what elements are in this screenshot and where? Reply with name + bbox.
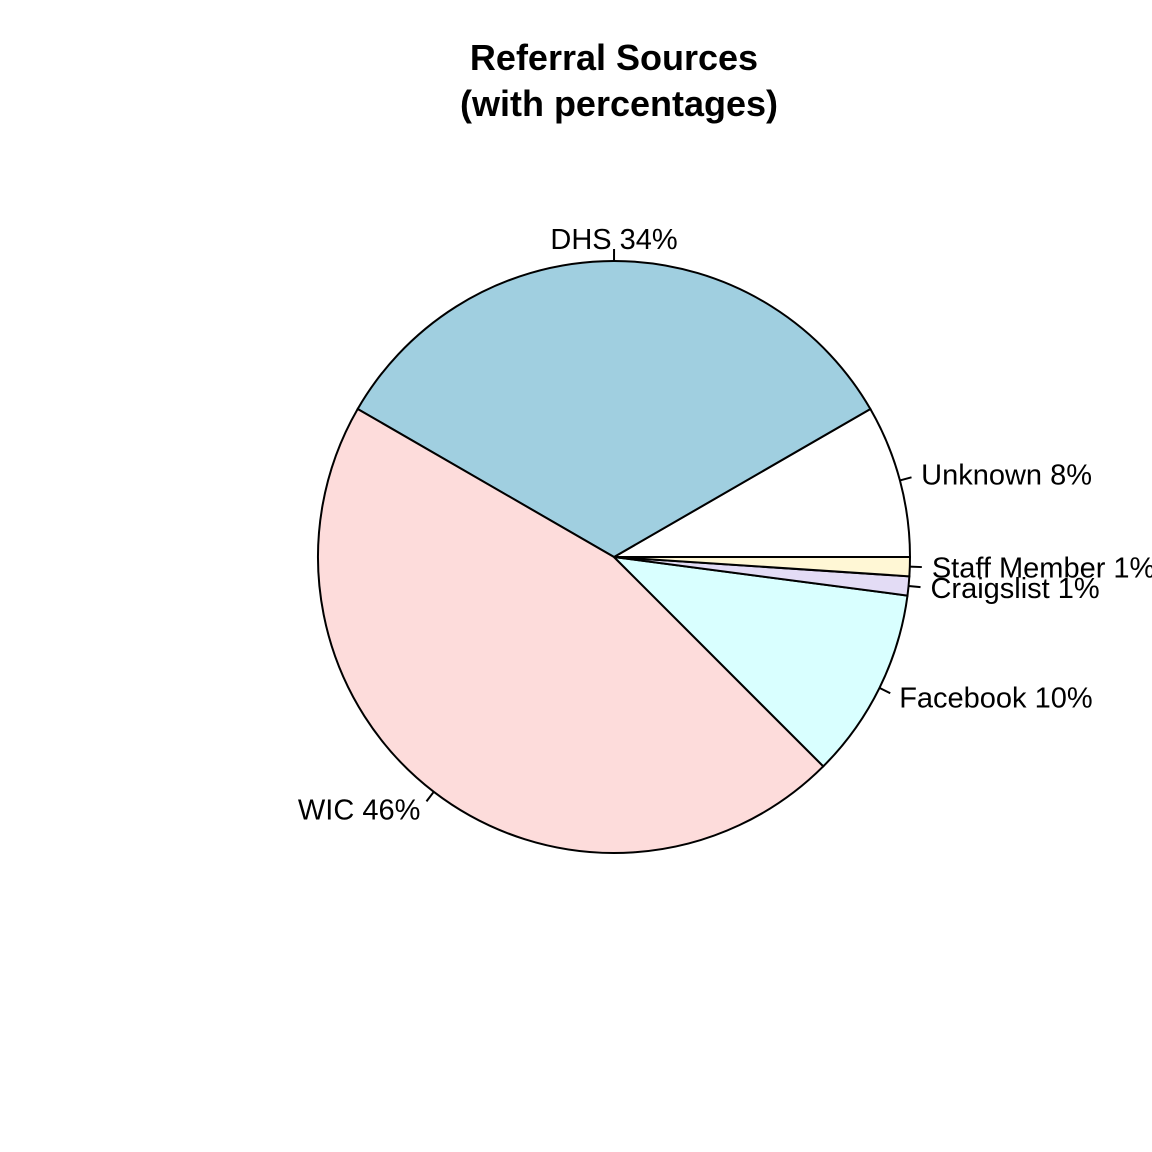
slice-facebook xyxy=(611,555,909,768)
slice-label-wic: WIC 46% xyxy=(298,794,420,826)
pie-labels: Unknown 8% DHS 34% WIC 46% Facebook 10% Crai… xyxy=(298,224,1152,826)
slice-label-staff-member: Staff Member 1% xyxy=(932,552,1152,584)
label-tick-unknown xyxy=(899,476,912,482)
slice-label-dhs: DHS 34% xyxy=(550,224,677,256)
slice-unknown xyxy=(610,407,912,558)
chart-subtitle: (with percentages) xyxy=(460,83,778,124)
label-tick-facebook xyxy=(879,687,891,695)
slice-wic xyxy=(317,407,825,854)
slice-label-craigslist: Craigslist 1% xyxy=(930,573,1099,605)
label-tick-craigslist xyxy=(908,584,921,589)
chart-title: Referral Sources xyxy=(470,37,758,78)
slice-label-unknown: Unknown 8% xyxy=(921,460,1092,492)
pie-slices xyxy=(317,260,912,854)
slice-staff-member xyxy=(613,556,912,578)
slice-dhs xyxy=(356,260,872,559)
slice-label-facebook: Facebook 10% xyxy=(899,683,1092,715)
label-tick-wic xyxy=(425,791,435,802)
